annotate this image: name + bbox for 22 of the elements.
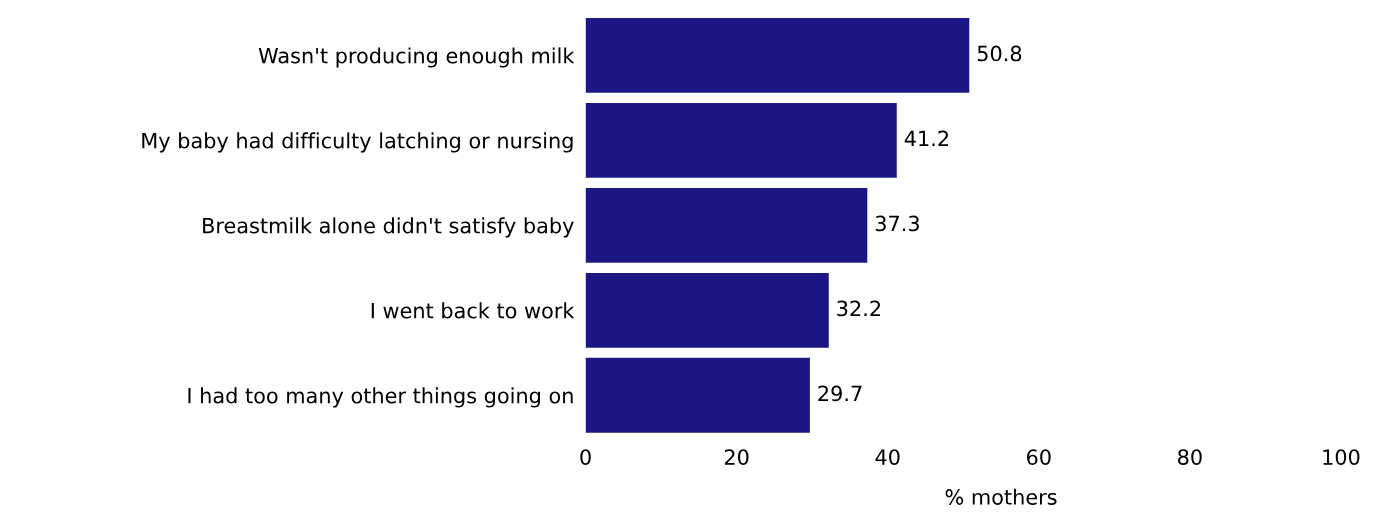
- bar: [585, 357, 810, 433]
- bar: [585, 17, 970, 93]
- x-tick-label: 80: [1178, 449, 1202, 465]
- data-label: 41.2: [904, 130, 949, 147]
- x-tick-label: 100: [1323, 449, 1360, 465]
- x-tick-label: 20: [724, 449, 749, 465]
- bar: [585, 187, 868, 263]
- y-tick-label: I went back to work: [371, 302, 575, 319]
- x-tick-label: 0: [580, 449, 591, 465]
- bar: [585, 102, 897, 178]
- y-tick-label: Breastmilk alone didn't satisfy baby: [203, 217, 574, 238]
- x-tick-label: 60: [1026, 449, 1051, 465]
- y-tick-label: Wasn't producing enough milk: [258, 47, 575, 68]
- y-tick-label: I had too many other things going on: [188, 387, 573, 408]
- data-label: 32.2: [837, 300, 881, 317]
- data-label: 37.3: [875, 215, 919, 232]
- bar: [585, 272, 829, 348]
- x-tick-label: 40: [875, 449, 900, 465]
- data-label: 50.8: [977, 45, 1022, 62]
- y-tick-label: My baby had difficulty latching or nursing: [142, 132, 573, 153]
- x-axis-title: % mothers: [945, 488, 1057, 505]
- data-label: 29.7: [818, 385, 862, 402]
